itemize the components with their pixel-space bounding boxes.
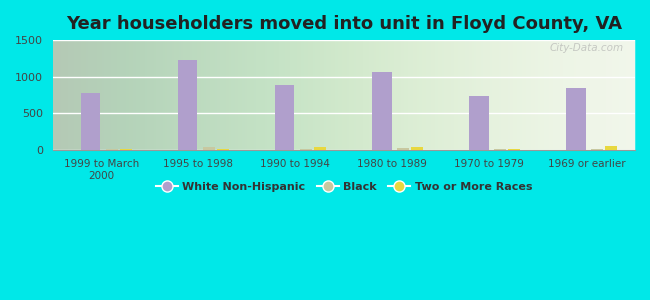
Legend: White Non-Hispanic, Black, Two or More Races: White Non-Hispanic, Black, Two or More R… [151, 178, 536, 197]
Title: Year householders moved into unit in Floyd County, VA: Year householders moved into unit in Flo… [66, 15, 622, 33]
Bar [469, 96, 489, 150]
Bar [216, 148, 229, 150]
Bar [566, 88, 586, 150]
Bar [300, 149, 312, 150]
Bar [604, 146, 617, 150]
Bar [275, 85, 294, 150]
Bar [494, 149, 506, 150]
Bar [372, 72, 391, 150]
Bar [105, 149, 118, 150]
Bar [314, 147, 326, 150]
Bar [508, 149, 520, 150]
Text: City-Data.com: City-Data.com [549, 44, 623, 53]
Bar [120, 149, 132, 150]
Bar [81, 93, 100, 150]
Bar [178, 60, 198, 150]
Bar [591, 149, 603, 150]
Bar [396, 148, 409, 150]
Bar [203, 147, 215, 150]
Bar [411, 148, 423, 150]
